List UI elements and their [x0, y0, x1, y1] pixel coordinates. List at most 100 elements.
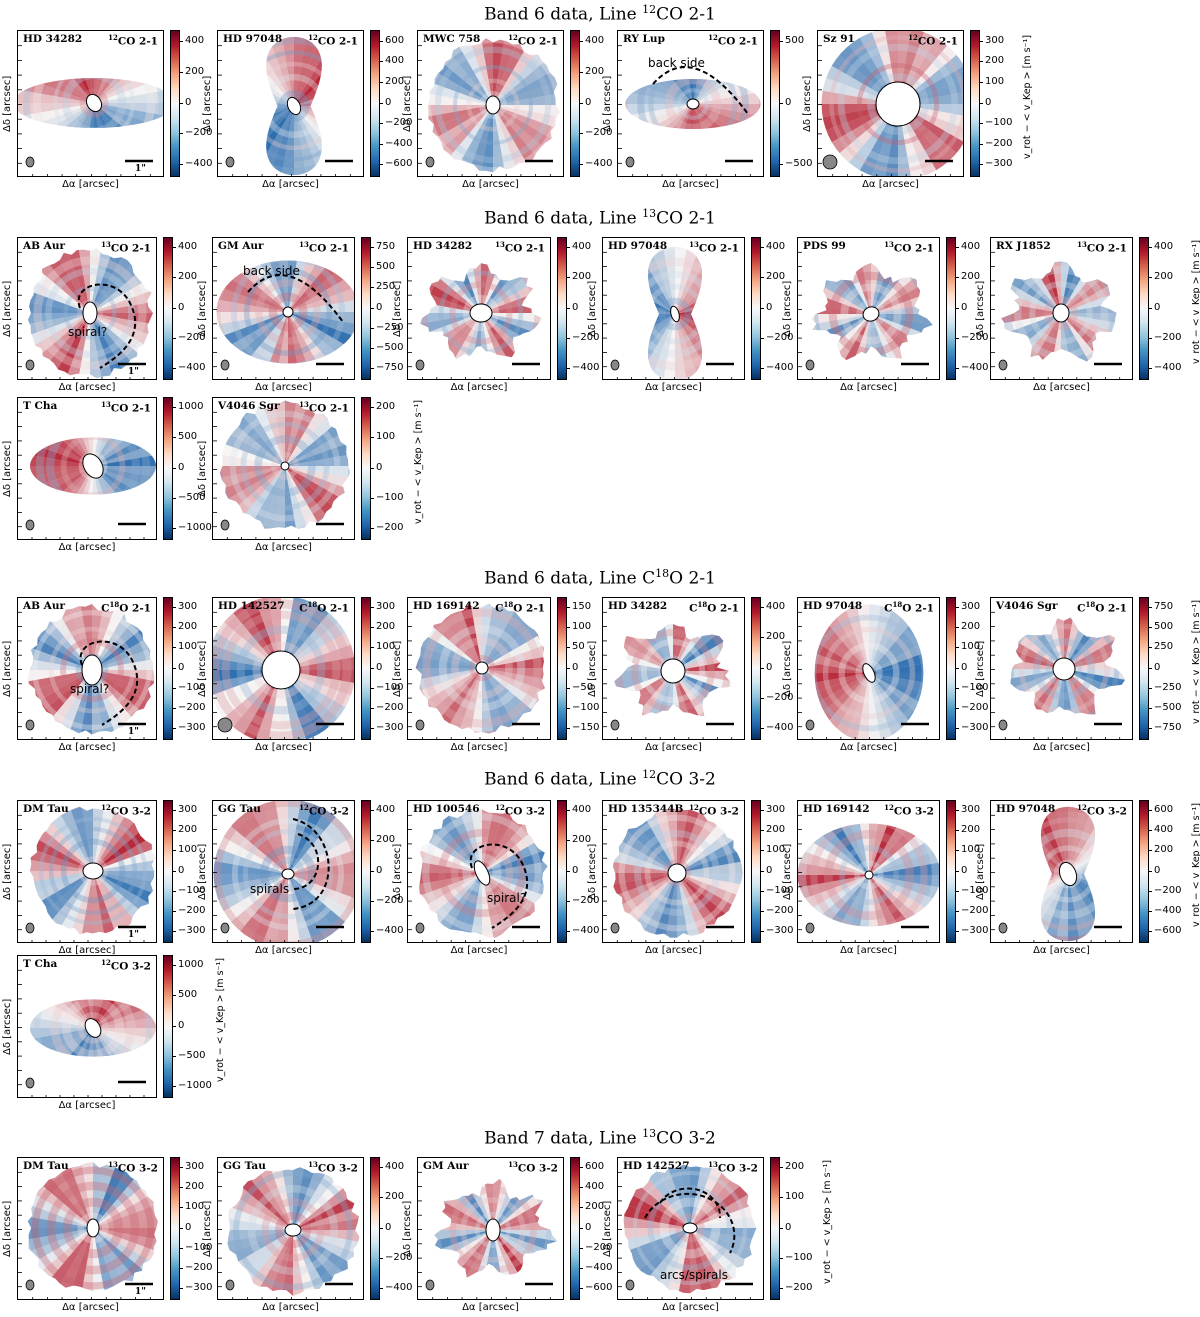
- panel-source-name: T Cha: [23, 400, 58, 412]
- panel-line-label: 13CO 2-1: [884, 240, 934, 255]
- colorbar-tick-label: −200: [779, 1281, 813, 1293]
- feature-annotation: spirals: [250, 882, 290, 896]
- colorbar-tick-label: 0: [379, 96, 392, 108]
- colorbar-tick-label: −400: [566, 361, 600, 373]
- beam-ellipse: [805, 359, 815, 371]
- panel-source-name: GG Tau: [223, 1160, 266, 1172]
- velocity-residual-field: [647, 246, 703, 379]
- colorbar-tick-label: −200: [566, 894, 600, 906]
- colorbar-tick-label: 200: [172, 621, 198, 633]
- y-axis-label: Δδ [arcsec]: [392, 640, 403, 697]
- colorbar-tick-label: −300: [370, 721, 404, 733]
- velocity-map-svg: [418, 1171, 558, 1299]
- colorbar-tick-label: −400: [955, 361, 989, 373]
- x-axis-label: Δα [arcsec]: [662, 1302, 719, 1313]
- colorbar: [163, 237, 173, 380]
- colorbar-tick-label: −400: [179, 158, 213, 170]
- x-axis-label: Δα [arcsec]: [450, 742, 508, 753]
- colorbar-tick-label: −100: [370, 681, 404, 693]
- x-axis-label: Δα [arcsec]: [450, 945, 508, 956]
- colorbar-tick-label: −300: [760, 924, 794, 936]
- inner-mask-ellipse: [282, 306, 294, 318]
- colorbar-tick-label: −750: [1148, 721, 1182, 733]
- panel-source-name: DM Tau: [23, 803, 69, 815]
- colorbar-tick-label: −400: [579, 1261, 613, 1273]
- panel-line-isotope: 18: [697, 600, 708, 609]
- velocity-map-svg: [18, 411, 156, 539]
- section-title-main: Band 6 data, Line C: [484, 568, 656, 589]
- beam-ellipse: [998, 719, 1008, 731]
- colorbar-label: v_rot − < v_Kep > [m s⁻¹]: [215, 957, 226, 1082]
- velocity-map: AB Aur 13CO 2-1 spiral? 1": [17, 237, 157, 380]
- panel-line-transition: O 2-1: [707, 602, 739, 615]
- panel-line-transition: CO 3-2: [1086, 805, 1127, 818]
- colorbar-tick-label: −500: [172, 491, 206, 503]
- colorbar-tick-label: 100: [779, 1191, 805, 1203]
- colorbar-tick-label: 600: [579, 1161, 605, 1173]
- panel-line-isotope: 13: [1077, 240, 1087, 249]
- colorbar-tick-label: 250: [370, 281, 396, 293]
- velocity-residual-field: [1040, 806, 1096, 942]
- panel-source-name: HD 100546: [413, 803, 480, 815]
- panel-source-name: V4046 Sgr: [996, 600, 1058, 612]
- colorbar-tick-label: 200: [1148, 844, 1174, 856]
- panel-line-label: 13CO 2-1: [101, 400, 151, 415]
- velocity-map-svg: [798, 814, 939, 942]
- inner-mask-ellipse: [485, 1218, 501, 1242]
- feature-annotation: spiral?: [68, 325, 108, 339]
- beam-ellipse: [225, 1279, 235, 1291]
- panel-line-transition: CO 3-2: [308, 805, 349, 818]
- panel-source-name: HD 34282: [608, 600, 668, 612]
- velocity-map: HD 34282 12CO 2-1 1": [17, 30, 164, 177]
- panel-line-label: 13CO 2-1: [1077, 240, 1127, 255]
- colorbar: [1139, 800, 1149, 943]
- velocity-map-svg: [213, 400, 350, 539]
- velocity-map-svg: [798, 251, 933, 379]
- colorbar-tick-label: 400: [179, 34, 205, 46]
- panel-line-label: 12CO 2-1: [708, 33, 758, 48]
- x-axis-label: Δα [arcsec]: [58, 945, 116, 956]
- panel-line-transition: CO 2-1: [698, 242, 739, 255]
- velocity-map: DM Tau 13CO 3-2 1": [17, 1157, 164, 1300]
- colorbar-tick-label: 0: [566, 864, 579, 876]
- colorbar-tick-label: 0: [955, 661, 968, 673]
- panel-line-isotope: 18: [892, 600, 903, 609]
- y-axis-label: Δδ [arcsec]: [2, 280, 13, 337]
- colorbar-tick-label: 0: [379, 1221, 392, 1233]
- colorbar-tick-label: −200: [179, 127, 213, 139]
- scale-bar-label: 1": [135, 1287, 146, 1297]
- panel-source-name: GM Aur: [218, 240, 264, 252]
- inner-mask-ellipse: [86, 1218, 100, 1238]
- colorbar-tick-label: 100: [955, 844, 981, 856]
- beam-ellipse: [25, 922, 35, 934]
- colorbar-tick-label: 100: [979, 75, 1005, 87]
- panel-line-label: 13CO 2-1: [101, 240, 151, 255]
- y-axis-label: Δδ [arcsec]: [602, 75, 613, 132]
- colorbar-tick-label: 200: [760, 631, 786, 643]
- x-axis-label: Δα [arcsec]: [645, 382, 702, 393]
- colorbar-tick-label: 500: [370, 261, 396, 273]
- inner-mask-ellipse: [862, 663, 876, 683]
- panel-source-name: MWC 758: [423, 33, 481, 45]
- x-axis-label: Δα [arcsec]: [62, 1302, 119, 1313]
- colorbar: [170, 30, 180, 177]
- colorbar-tick-label: 200: [760, 824, 786, 836]
- colorbar-tick-label: 300: [955, 804, 981, 816]
- velocity-map-svg: [18, 604, 155, 739]
- inner-mask-ellipse: [1058, 861, 1078, 887]
- colorbar-tick-label: 0: [370, 864, 383, 876]
- colorbar-tick-label: −300: [979, 158, 1013, 170]
- velocity-map-svg: [213, 801, 354, 942]
- inner-mask-ellipse: [485, 95, 501, 115]
- scale-bar-label: 1": [128, 727, 139, 737]
- velocity-map: GM Aur 13CO 2-1 back side: [212, 237, 355, 380]
- inner-mask-ellipse: [473, 860, 491, 886]
- panel-source-name: RX J1852: [996, 240, 1051, 252]
- panel-line-isotope: 12: [908, 33, 918, 42]
- x-axis-label: Δα [arcsec]: [662, 179, 719, 190]
- colorbar: [370, 1157, 380, 1300]
- colorbar-tick-label: 0: [955, 301, 968, 313]
- panel-line-label: 12CO 3-2: [101, 803, 151, 818]
- colorbar: [370, 30, 380, 177]
- velocity-map-svg: [213, 598, 354, 739]
